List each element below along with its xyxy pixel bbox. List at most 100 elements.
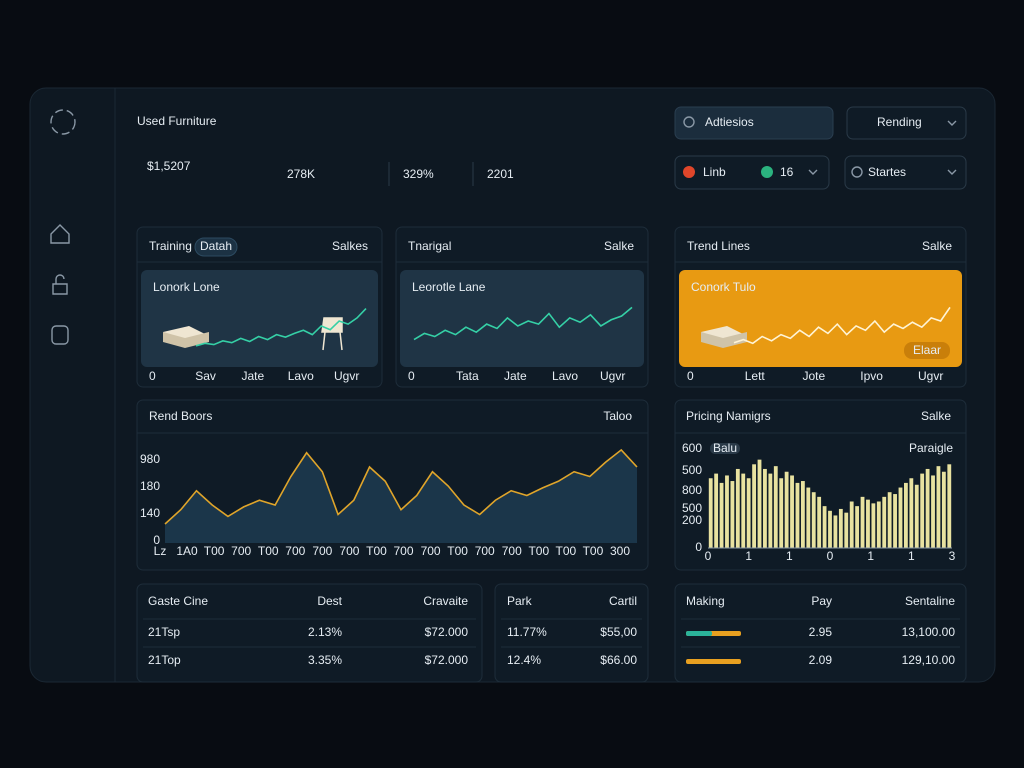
filter-text[interactable]: 16 [780,165,794,179]
chevron [947,169,957,175]
badge [194,237,238,257]
x-tick-label: 700 [285,544,305,558]
bar [855,506,860,548]
x-tick-label: T00 [556,544,577,558]
x-tick-label: 700 [502,544,522,558]
area-fill [165,449,637,543]
bar [800,481,805,548]
chart-button[interactable] [904,342,950,359]
table-header: Park [507,594,533,608]
progress-fill [686,631,712,636]
x-tick-label: 0 [827,549,834,563]
sort-dropdown[interactable] [846,106,967,140]
card-title: Trend Lines [687,239,750,253]
bar [768,473,773,548]
x-tick-label: Lett [745,369,766,383]
logo-icon[interactable] [50,109,76,135]
x-tick-label: 700 [394,544,414,558]
search-text[interactable]: Adtiesios [705,115,754,129]
table-cell: 12.4% [507,653,541,667]
bar [893,494,897,548]
table-header: Making [686,594,725,608]
x-tick-label: Lz [154,544,167,558]
x-tick-label: Tata [456,369,479,383]
sidebar-icons[interactable] [50,109,76,345]
table-cell: 13,100.00 [902,625,956,639]
stat: 329% [403,167,434,181]
y-tick-label: 500 [682,501,702,515]
series-label: Paraigle [909,441,953,455]
table-card [674,583,967,683]
chart-label: Lonork Lone [153,280,220,294]
bar [714,473,719,548]
box-icon[interactable] [51,325,69,345]
y-tick-label: 180 [140,479,160,493]
x-tick-label: 700 [475,544,495,558]
y-tick-label: 800 [682,483,702,497]
x-tick-label: 700 [312,544,332,558]
card-link[interactable]: Salke [921,409,951,423]
y-tick-label: 140 [140,506,160,520]
card-link[interactable]: Salkes [332,239,368,253]
home-icon[interactable] [50,224,70,244]
table-cell: 3.35% [308,653,342,667]
y-tick-label: 0 [695,540,702,554]
x-tick-label: Ugvr [600,369,625,383]
bar [860,496,865,548]
chart-button-text[interactable]: Elaar [913,343,941,357]
x-tick-label: Ugvr [334,369,359,383]
bar [925,468,930,548]
bar [790,475,794,548]
x-tick-label: T00 [528,544,549,558]
bar [746,478,751,548]
card-link[interactable]: Salke [922,239,952,253]
filter-dot [683,166,695,178]
bar [763,468,767,548]
y-tick-label: 980 [140,452,160,466]
bar [844,512,849,548]
stat: 2201 [487,167,514,181]
table-cell: 2.09 [809,653,833,667]
table-cell: $55,00 [600,625,637,639]
search-box[interactable] [674,106,834,140]
status-icon [851,166,863,178]
x-tick-label: 300 [610,544,630,558]
x-tick-label: 1 [867,549,874,563]
bar [871,503,876,548]
card-title: Tnarigal [408,239,451,253]
table-card [494,583,649,683]
chart-label: Leorotle Lane [412,280,486,294]
bar [741,473,746,548]
table-cell: 129,10.00 [902,653,956,667]
card-link[interactable]: Taloo [603,409,632,423]
status-text[interactable]: Startes [868,165,906,179]
x-tick-label: 0 [705,549,712,563]
bar [904,482,908,548]
y-tick-label: 600 [682,441,702,455]
table-cell: 2.13% [308,625,342,639]
x-tick-label: Lavo [288,369,314,383]
filter-box[interactable] [674,155,830,190]
filter-text[interactable]: Linb [703,165,726,179]
x-tick-label: 1 [786,549,793,563]
table-card [136,583,483,683]
card-link[interactable]: Salke [604,239,634,253]
table-cell: $72.000 [425,625,469,639]
bar [914,484,919,548]
sort-text[interactable]: Rending [877,115,922,129]
status-dropdown[interactable] [844,155,967,190]
card-title: Pricing Namigrs [686,409,771,423]
table-cell: 2.95 [809,625,833,639]
bar [828,510,832,548]
x-tick-label: Jate [242,369,265,383]
x-tick-label: 0 [149,369,156,383]
table-cell: $66.00 [600,653,637,667]
bar [920,473,925,548]
bar [725,475,729,548]
lock-icon[interactable] [52,274,68,295]
x-tick-label: Sav [195,369,216,383]
chart-label: Conork Tulo [691,280,756,294]
bar [838,508,843,548]
x-tick-label: Jate [504,369,527,383]
x-tick-label: 3 [949,549,956,563]
